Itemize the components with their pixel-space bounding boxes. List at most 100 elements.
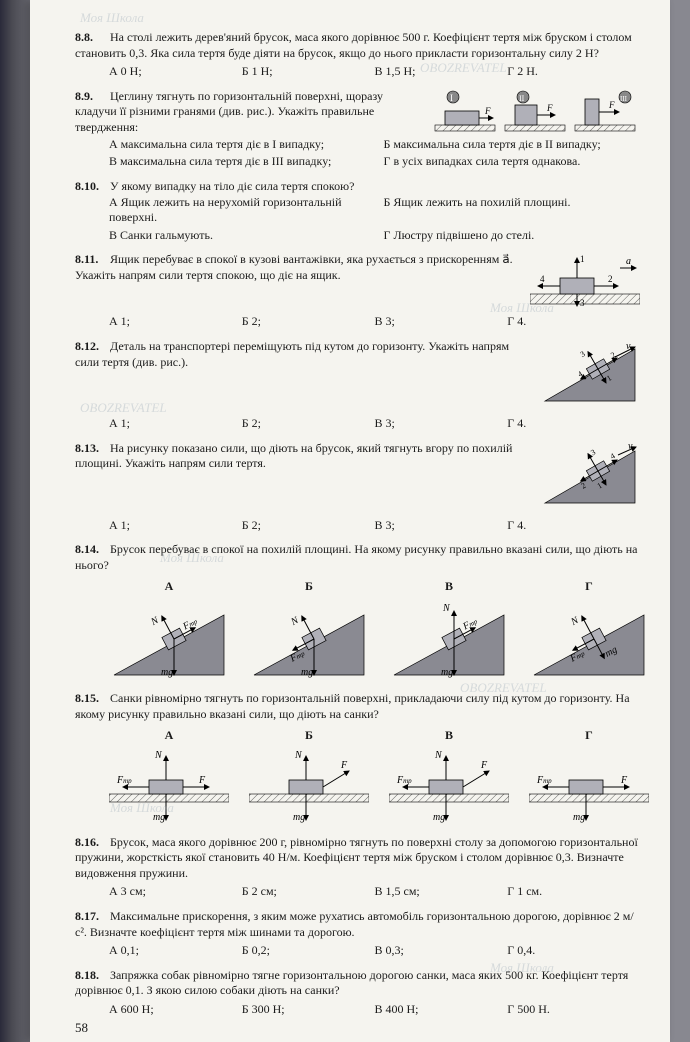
svg-text:III: III (620, 95, 628, 103)
svg-text:mg⃗: mg⃗ (293, 812, 313, 823)
svg-text:v⃗: v⃗ (626, 341, 638, 352)
problem-num: 8.10. (75, 179, 107, 195)
problem-num: 8.17. (75, 909, 107, 925)
svg-text:F⃗: F⃗ (620, 775, 635, 786)
opt-d: Г 0,4. (507, 943, 640, 959)
opt-c: В 3; (375, 416, 508, 432)
problem-num: 8.16. (75, 835, 107, 851)
svg-text:mg⃗: mg⃗ (433, 812, 453, 823)
svg-text:F: F (546, 103, 553, 113)
opt-a: А 0 Н; (109, 64, 242, 80)
opt-c: В Санки гальмують. (109, 228, 366, 244)
svg-text:N: N (442, 603, 451, 614)
figure-8-13: 3 4 1 2 v⃗ (540, 441, 640, 511)
opt-c: В 1,5 см; (375, 884, 508, 900)
options: А 3 см; Б 2 см; В 1,5 см; Г 1 см. (75, 884, 640, 900)
problem-num: 8.13. (75, 441, 107, 457)
svg-text:F⃗: F⃗ (340, 760, 355, 771)
svg-text:3: 3 (589, 447, 597, 457)
opt-a: А 0,1; (109, 943, 242, 959)
problem-8-16: 8.16. Брусок, маса якого дорівнює 200 г,… (75, 835, 640, 900)
opt-c: В 3; (375, 518, 508, 534)
label-b: Б (249, 579, 369, 595)
svg-text:F: F (608, 100, 615, 110)
svg-text:Fтр: Fтр (396, 775, 412, 786)
problem-text: Брусок перебуває в спокої на похилій пло… (75, 542, 638, 572)
opt-a: А 600 Н; (109, 1002, 242, 1018)
incline-diagram-a: N Fтр mg⃗ (109, 597, 229, 682)
problem-8-15: 8.15. Санки рівномірно тягнуть по горизо… (75, 691, 640, 826)
opt-d: Г 1 см. (507, 884, 640, 900)
opt-a: А 1; (109, 416, 242, 432)
label-c: В (389, 579, 509, 595)
problem-num: 8.18. (75, 968, 107, 984)
options: А 0,1; Б 0,2; В 0,3; Г 0,4. (75, 943, 640, 959)
problem-8-11: 1 2 3 4 a⃗ 8.11. Ящик перебуває в спокої… (75, 252, 640, 330)
opt-b: Б максимальна сила тертя діє в ІІ випадк… (384, 137, 641, 153)
incline-diagram-b: N Fтр mg⃗ (249, 597, 369, 682)
label-a: А (109, 728, 229, 744)
incline-diagram-d: N mg⃗ Fтр (529, 597, 649, 682)
svg-text:N: N (154, 750, 163, 761)
incline-diagram-c: Fтр N mg⃗ (389, 597, 509, 682)
options: А 0 Н; Б 1 Н; В 1,5 Н; Г 2 Н. (75, 64, 640, 80)
svg-text:F⃗: F⃗ (480, 760, 495, 771)
options: А 1; Б 2; В 3; Г 4. (75, 314, 640, 330)
problem-8-8: 8.8. На столі лежить дерев'яний брусок, … (75, 30, 640, 80)
opt-b: Б 2; (242, 416, 375, 432)
svg-text:II: II (519, 94, 525, 103)
diagram-row-8-14: А N Fтр mg⃗ Б (109, 579, 640, 682)
problem-text: Деталь на транспортері переміщують під к… (75, 339, 509, 369)
svg-text:4: 4 (576, 369, 584, 379)
opt-a: А 3 см; (109, 884, 242, 900)
svg-text:3: 3 (580, 298, 585, 307)
opt-c: В 3; (375, 314, 508, 330)
opt-b: Б Ящик лежить на похилій площині. (384, 195, 641, 226)
svg-text:N: N (568, 614, 581, 628)
svg-text:mg⃗: mg⃗ (161, 667, 181, 678)
opt-d: Г 4. (507, 416, 640, 432)
problem-text: На столі лежить дерев'яний брусок, маса … (75, 30, 632, 60)
opt-c: В максимальна сила тертя діє в ІІІ випад… (109, 154, 366, 170)
label-c: В (389, 728, 509, 744)
problem-text: Брусок, маса якого дорівнює 200 г, рівно… (75, 835, 638, 880)
problem-8-12: 3 2 1 4 v⃗ 8.12. Деталь на транспортері … (75, 339, 640, 432)
sled-diagram-c: N F⃗ Fтр mg⃗ (389, 746, 509, 826)
opt-a: А Ящик лежить на нерухомій горизонтальні… (109, 195, 366, 226)
problem-num: 8.14. (75, 542, 107, 558)
opt-a: А 1; (109, 518, 242, 534)
svg-text:mg⃗: mg⃗ (301, 667, 321, 678)
svg-text:I: I (450, 93, 453, 103)
opt-a: А максимальна сила тертя діє в І випадку… (109, 137, 366, 153)
opt-d: Г 2 Н. (507, 64, 640, 80)
opt-d: Г 4. (507, 314, 640, 330)
figure-8-12: 3 2 1 4 v⃗ (540, 339, 640, 409)
problem-text: У якому випадку на тіло діє сила тертя с… (110, 179, 354, 193)
options: А максимальна сила тертя діє в І випадку… (75, 137, 640, 170)
problem-num: 8.15. (75, 691, 107, 707)
svg-text:1: 1 (580, 254, 585, 264)
opt-c: В 400 Н; (375, 1002, 508, 1018)
sled-diagram-b: N F⃗ mg⃗ (249, 746, 369, 826)
svg-text:3: 3 (579, 349, 587, 359)
problem-text: Максимальне прискорення, з яким може рух… (75, 909, 634, 939)
opt-b: Б 0,2; (242, 943, 375, 959)
svg-text:v⃗: v⃗ (628, 441, 640, 452)
problem-num: 8.8. (75, 30, 107, 46)
opt-d: Г в усіх випадках сила тертя однакова. (384, 154, 641, 170)
opt-b: Б 2; (242, 314, 375, 330)
svg-text:2: 2 (609, 350, 617, 360)
svg-text:4: 4 (540, 274, 545, 284)
problem-num: 8.9. (75, 89, 107, 105)
figure-8-11: 1 2 3 4 a⃗ (530, 252, 640, 307)
opt-c: В 0,3; (375, 943, 508, 959)
options: А 1; Б 2; В 3; Г 4. (75, 416, 640, 432)
problem-num: 8.12. (75, 339, 107, 355)
figure-8-9: F I F II F III (430, 89, 640, 133)
label-d: Г (529, 728, 649, 744)
svg-text:F: F (484, 106, 491, 116)
label-a: А (109, 579, 229, 595)
problem-8-9: F I F II F III (75, 89, 640, 170)
svg-text:N: N (288, 614, 301, 628)
problem-num: 8.11. (75, 252, 107, 268)
